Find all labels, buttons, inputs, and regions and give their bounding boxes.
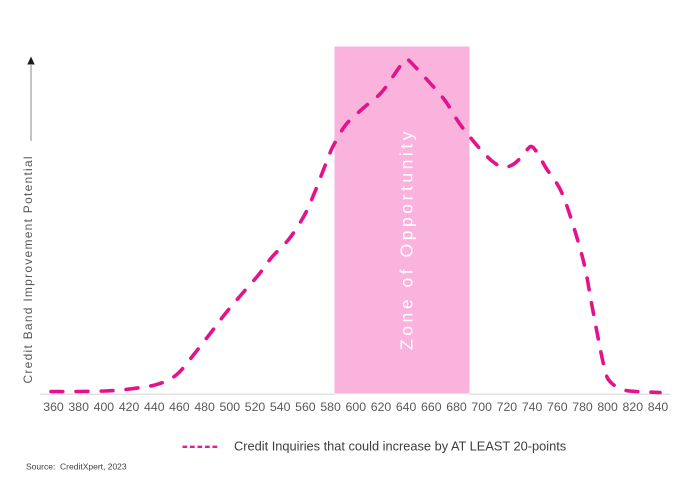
svg-text:Credit Inquiries that could in: Credit Inquiries that could increase by …	[234, 439, 566, 454]
svg-text:600: 600	[346, 400, 367, 414]
svg-text:520: 520	[245, 400, 266, 414]
svg-text:540: 540	[270, 400, 291, 414]
svg-text:360: 360	[43, 400, 64, 414]
svg-text:Source: CreditXpert, 2023: Source: CreditXpert, 2023	[26, 462, 127, 472]
svg-text:840: 840	[648, 400, 669, 414]
svg-text:420: 420	[119, 400, 140, 414]
svg-text:620: 620	[371, 400, 392, 414]
svg-text:440: 440	[144, 400, 165, 414]
svg-text:780: 780	[572, 400, 593, 414]
svg-text:700: 700	[471, 400, 492, 414]
svg-text:Credit Band Improvement Potent: Credit Band Improvement Potential	[21, 155, 35, 383]
svg-text:760: 760	[547, 400, 568, 414]
svg-text:640: 640	[396, 400, 417, 414]
svg-text:720: 720	[497, 400, 518, 414]
svg-text:Zone of Opportunity: Zone of Opportunity	[397, 128, 417, 350]
svg-text:660: 660	[421, 400, 442, 414]
svg-text:800: 800	[597, 400, 618, 414]
svg-text:480: 480	[194, 400, 215, 414]
svg-text:400: 400	[94, 400, 115, 414]
svg-text:740: 740	[522, 400, 543, 414]
svg-text:560: 560	[295, 400, 316, 414]
svg-text:460: 460	[169, 400, 190, 414]
svg-text:820: 820	[623, 400, 644, 414]
svg-text:380: 380	[68, 400, 89, 414]
svg-text:580: 580	[320, 400, 341, 414]
svg-text:500: 500	[220, 400, 241, 414]
svg-text:680: 680	[446, 400, 467, 414]
